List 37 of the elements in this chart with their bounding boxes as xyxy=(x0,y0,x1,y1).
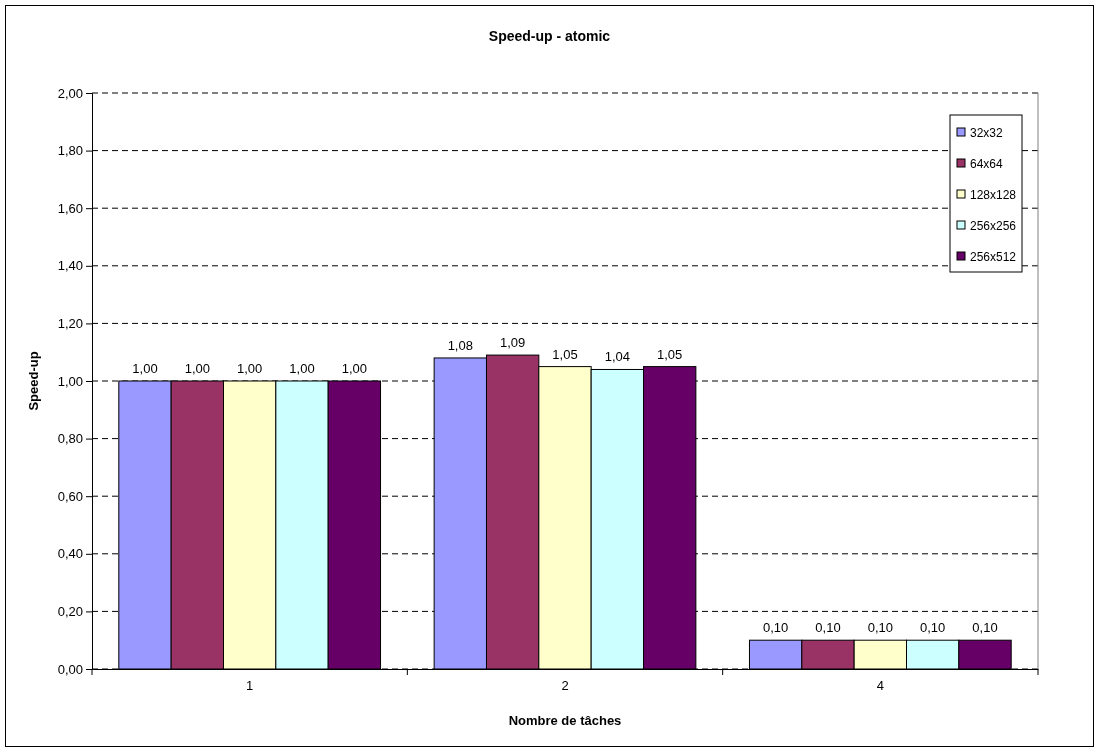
data-label: 0,10 xyxy=(867,620,893,636)
legend-label: 32x32 xyxy=(970,126,1004,140)
y-tick-label: 0,40 xyxy=(57,546,83,562)
data-label: 1,00 xyxy=(341,361,368,376)
data-label: 1,00 xyxy=(237,361,263,376)
data-label: 0,10 xyxy=(972,620,998,636)
x-axis-title: Nombre de tâches xyxy=(508,713,622,728)
chart-title: Speed-up - atomic xyxy=(488,28,611,44)
y-tick-label: 0,20 xyxy=(57,604,83,620)
y-tick-label: 0,60 xyxy=(57,488,83,504)
data-label: 1,05 xyxy=(657,346,683,362)
data-label: 0,10 xyxy=(762,620,789,636)
data-label: 1,00 xyxy=(184,361,210,376)
data-label: 1,04 xyxy=(604,349,630,365)
y-axis-title: Speed-up xyxy=(26,351,41,411)
y-tick-label: 2,00 xyxy=(57,85,83,101)
x-tick-label: 1 xyxy=(246,678,254,694)
y-tick-label: 1,20 xyxy=(57,316,83,332)
data-label: 1,00 xyxy=(289,361,315,376)
x-tick-label: 4 xyxy=(876,678,884,694)
legend-label: 64x64 xyxy=(970,157,1004,171)
x-tick-label: 2 xyxy=(561,678,569,694)
y-tick-label: 1,60 xyxy=(57,200,83,216)
y-tick-label: 1,00 xyxy=(57,373,83,389)
data-label: 1,09 xyxy=(500,335,526,351)
data-label: 1,00 xyxy=(132,361,158,376)
data-label: 0,10 xyxy=(920,620,946,636)
legend-label: 256x512 xyxy=(970,250,1017,264)
y-tick-label: 1,80 xyxy=(57,143,83,159)
data-label: 1,08 xyxy=(447,337,473,353)
legend-label: 256x256 xyxy=(970,219,1017,233)
y-tick-label: 0,80 xyxy=(57,431,83,447)
legend-label: 128x128 xyxy=(970,188,1017,202)
data-label: 0,10 xyxy=(815,620,841,636)
y-tick-label: 0,00 xyxy=(57,661,83,677)
y-tick-label: 1,40 xyxy=(57,258,83,274)
data-label: 1,05 xyxy=(552,346,578,362)
